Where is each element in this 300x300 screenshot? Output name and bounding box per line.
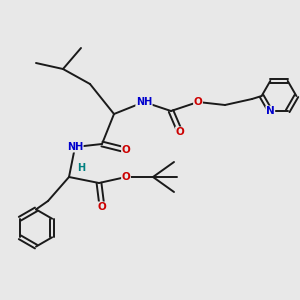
Text: N: N [266, 106, 275, 116]
Text: O: O [122, 145, 130, 155]
Text: H: H [77, 163, 85, 173]
Text: O: O [98, 202, 106, 212]
Text: NH: NH [136, 97, 152, 107]
Text: O: O [176, 127, 184, 137]
Text: O: O [122, 172, 130, 182]
Text: NH: NH [67, 142, 83, 152]
Text: O: O [194, 97, 202, 107]
